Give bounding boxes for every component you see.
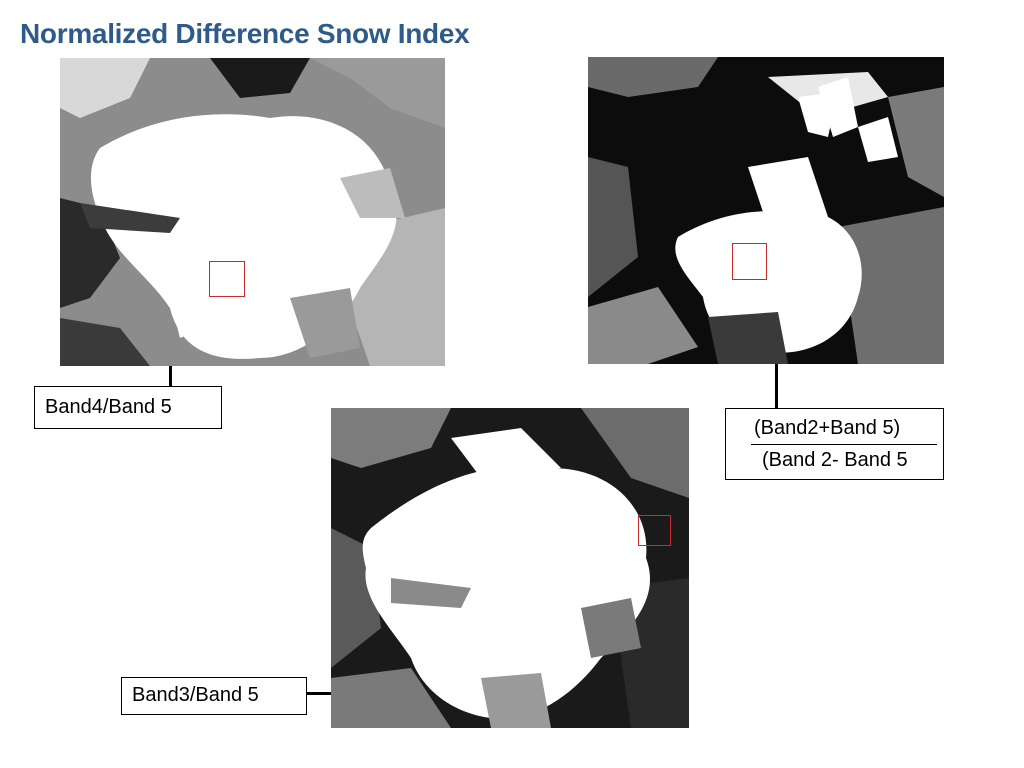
connector-top-right (775, 364, 778, 408)
roi-box-top-left (209, 261, 245, 297)
slide-title: Normalized Difference Snow Index (20, 18, 470, 49)
snow-map-band3-band5 (331, 408, 689, 728)
snow-map-band4-band5 (60, 58, 445, 366)
label-band4-band5-text: Band4/Band 5 (45, 396, 172, 418)
label-band3-band5: Band3/Band 5 (121, 677, 307, 715)
roi-box-top-right (732, 243, 767, 280)
fraction-numerator: (Band2+Band 5) (754, 417, 901, 439)
connector-top-left (169, 366, 172, 386)
label-band4-band5: Band4/Band 5 (34, 386, 222, 429)
roi-box-bottom (638, 515, 671, 546)
label-normalized-difference: (Band2+Band 5) (Band 2- Band 5 (725, 408, 944, 480)
ndsi-image-band4-band5 (60, 58, 445, 366)
snow-map-normalized-difference (588, 57, 944, 364)
ndsi-image-band3-band5 (331, 408, 689, 728)
connector-bottom (307, 692, 331, 695)
fraction-denominator: (Band 2- Band 5 (762, 449, 908, 471)
ndsi-image-normalized-difference (588, 57, 944, 364)
fraction-bar (751, 444, 937, 445)
label-band3-band5-text: Band3/Band 5 (132, 684, 259, 706)
